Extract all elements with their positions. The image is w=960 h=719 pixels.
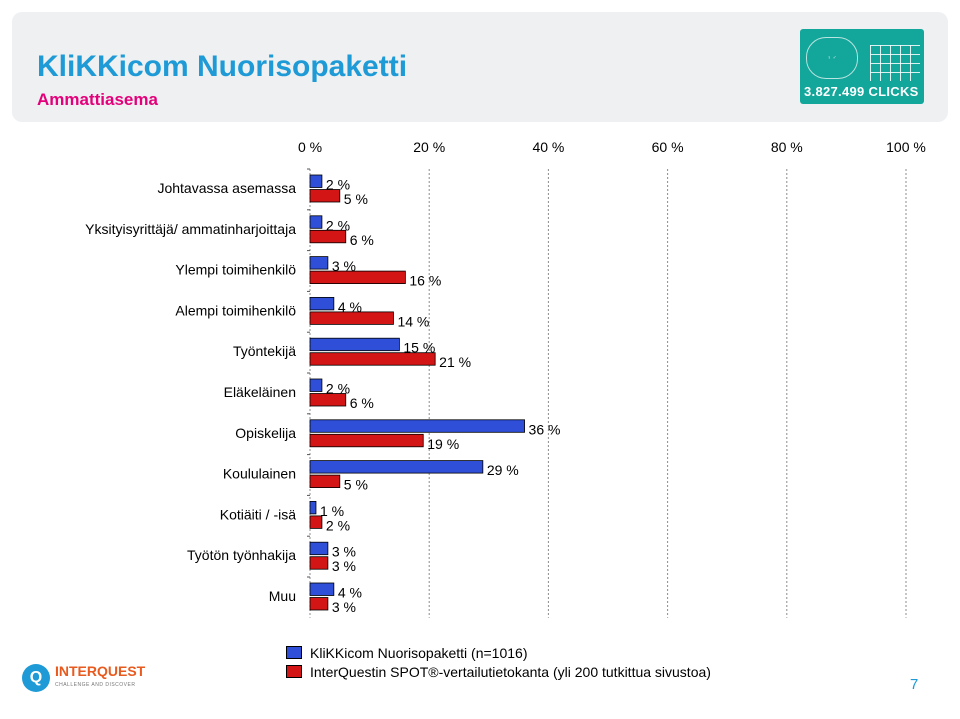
category-label: Koululainen xyxy=(223,466,296,482)
company-name: INTERQUEST xyxy=(55,663,146,679)
legend-swatch-series1 xyxy=(286,646,302,659)
x-tick-label: 60 % xyxy=(652,139,684,155)
data-label: 4 % xyxy=(338,299,362,315)
category-label: Kotiäiti / -isä xyxy=(220,506,296,522)
page-subtitle: Ammattiasema xyxy=(37,90,158,109)
women-men-icon: ♀ ♂ xyxy=(806,37,858,79)
data-label: 19 % xyxy=(427,436,459,452)
bar-1 xyxy=(309,296,335,311)
bar-2 xyxy=(309,189,341,203)
data-label: 5 % xyxy=(344,191,368,207)
interquest-logo: Q INTERQUEST CHALLENGE AND DISCOVER xyxy=(22,664,145,692)
data-label: 2 % xyxy=(326,177,350,193)
clicks-count: 3.827.499 CLICKS xyxy=(804,84,919,99)
bar-chart: 0 % 20 % 40 % 60 % 80 % 100 % Johtavassa asema… xyxy=(85,139,926,618)
bar-1 xyxy=(309,500,317,515)
category-label: Alempi toimihenkilö xyxy=(175,302,296,318)
bar-2 xyxy=(309,515,323,529)
company-tagline: CHALLENGE AND DISCOVER xyxy=(55,682,136,688)
page-number: 7 xyxy=(910,676,919,693)
data-label: 3 % xyxy=(332,599,356,615)
bar-2 xyxy=(309,556,329,570)
bar-1 xyxy=(309,256,329,270)
category-label: Eläkeläinen xyxy=(224,384,296,400)
bar-1 xyxy=(309,174,323,188)
x-tick-label: 100 % xyxy=(886,139,926,155)
bar-2 xyxy=(309,270,406,285)
bar-2 xyxy=(309,229,347,244)
data-label: 16 % xyxy=(409,273,441,289)
bar-1 xyxy=(309,337,400,352)
data-label: 6 % xyxy=(350,232,374,248)
bar-1 xyxy=(309,378,323,392)
data-label: 3 % xyxy=(332,544,356,560)
x-tick-label: 0 % xyxy=(298,139,322,155)
category-label: Työntekijä xyxy=(233,343,296,359)
bar-1 xyxy=(309,460,484,474)
data-label: 36 % xyxy=(529,421,561,437)
data-label: 2 % xyxy=(326,381,350,397)
x-tick-label: 20 % xyxy=(413,139,445,155)
data-label: 5 % xyxy=(344,477,368,493)
interquest-q-icon: Q xyxy=(22,664,50,692)
data-label: 1 % xyxy=(320,503,344,519)
x-tick-label: 40 % xyxy=(532,139,564,155)
legend-label-series1: KliKKicom Nuorisopaketti (n=1016) xyxy=(310,644,528,661)
bar-2 xyxy=(309,352,436,366)
chart-legend: KliKKicom Nuorisopaketti (n=1016) InterQ… xyxy=(286,643,711,681)
x-tick-label: 80 % xyxy=(771,139,803,155)
page-title: KliKKicom Nuorisopaketti xyxy=(37,50,408,83)
bar-1 xyxy=(309,215,323,229)
bar-1 xyxy=(309,541,329,556)
legend-item-series1: KliKKicom Nuorisopaketti (n=1016) xyxy=(286,643,711,662)
category-label: Yksityisyrittäjä/ ammatinharjoittaja xyxy=(85,221,296,237)
data-label: 21 % xyxy=(439,354,471,370)
data-label: 14 % xyxy=(397,313,429,329)
data-label: 4 % xyxy=(338,585,362,601)
bar-2 xyxy=(309,474,341,489)
category-label: Johtavassa asemassa xyxy=(157,180,296,196)
legend-item-series2: InterQuestin SPOT®-vertailutietokanta (y… xyxy=(286,662,711,681)
header-panel xyxy=(12,12,948,122)
legend-label-series2: InterQuestin SPOT®-vertailutietokanta (y… xyxy=(310,663,711,680)
bar-2 xyxy=(309,311,394,325)
category-label: Työtön työnhakija xyxy=(187,547,296,563)
data-label: 2 % xyxy=(326,517,350,533)
data-label: 29 % xyxy=(487,462,519,478)
data-label: 15 % xyxy=(403,340,435,356)
category-label: Ylempi toimihenkilö xyxy=(175,262,296,278)
data-label: 3 % xyxy=(332,258,356,274)
category-label: Opiskelija xyxy=(235,425,296,441)
bar-2 xyxy=(309,393,347,407)
category-label: Muu xyxy=(269,588,296,604)
bar-1 xyxy=(309,582,335,596)
bar-2 xyxy=(309,433,424,448)
data-label: 3 % xyxy=(332,558,356,574)
bar-1 xyxy=(309,419,525,433)
data-label: 2 % xyxy=(326,217,350,233)
grid-icon xyxy=(870,45,920,81)
clicks-badge-logo: ♀ ♂ 3.827.499 CLICKS xyxy=(800,29,924,104)
legend-swatch-series2 xyxy=(286,665,302,678)
data-label: 6 % xyxy=(350,395,374,411)
bar-2 xyxy=(309,597,329,611)
